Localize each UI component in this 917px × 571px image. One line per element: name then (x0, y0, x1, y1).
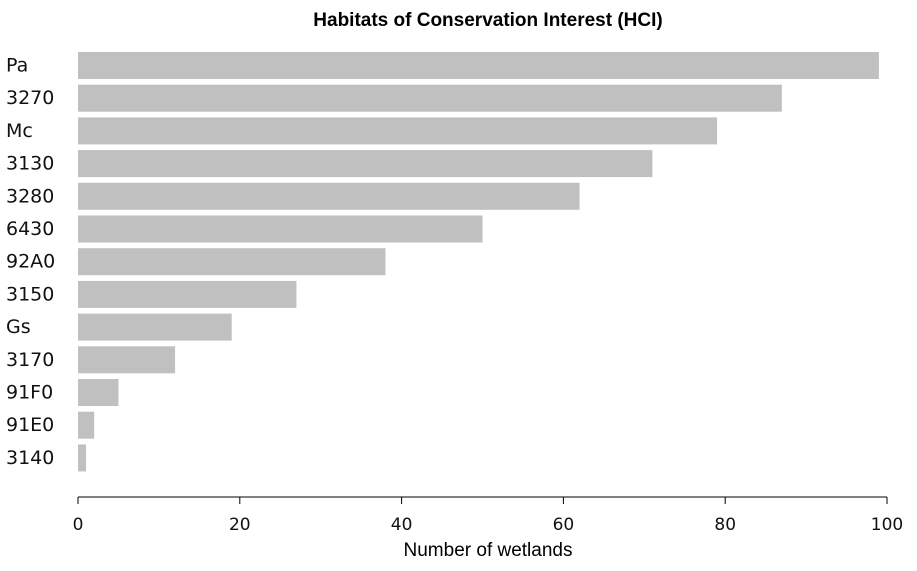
category-label-3280: 3280 (6, 185, 54, 207)
category-label-Pa: Pa (6, 55, 28, 77)
bar-Pa (78, 52, 879, 79)
x-axis-label: Number of wetlands (403, 540, 573, 561)
bar-Mc (78, 117, 718, 145)
category-label-92A0: 92A0 (6, 251, 55, 273)
bar-3130 (78, 150, 653, 178)
bar-91F0 (78, 379, 119, 406)
x-tick-label-60: 60 (553, 515, 575, 535)
category-label-6430: 6430 (6, 218, 54, 240)
bar-Gs (78, 313, 232, 341)
category-label-Mc: Mc (6, 120, 33, 142)
category-label-3170: 3170 (6, 349, 54, 371)
category-label-3140: 3140 (6, 447, 54, 469)
x-tick-label-80: 80 (714, 515, 736, 535)
bar-3280 (78, 182, 580, 210)
bar-3170 (78, 346, 176, 374)
bar-3140 (78, 444, 87, 472)
bar-91E0 (78, 411, 95, 439)
chart-title: Habitats of Conservation Interest (HCI) (313, 10, 663, 31)
category-label-91E0: 91E0 (6, 414, 54, 436)
x-tick-label-100: 100 (871, 515, 903, 535)
bar-3270 (78, 84, 782, 112)
bar-3150 (78, 280, 297, 308)
bar-92A0 (78, 248, 386, 276)
category-label-3270: 3270 (6, 87, 54, 109)
x-tick-label-40: 40 (391, 515, 413, 535)
category-label-3130: 3130 (6, 153, 54, 175)
category-label-91F0: 91F0 (6, 382, 53, 404)
x-tick-label-0: 0 (73, 515, 84, 535)
category-label-3150: 3150 (6, 283, 54, 305)
category-label-Gs: Gs (6, 316, 31, 338)
x-tick-label-20: 20 (229, 515, 251, 535)
bar-6430 (78, 215, 483, 243)
